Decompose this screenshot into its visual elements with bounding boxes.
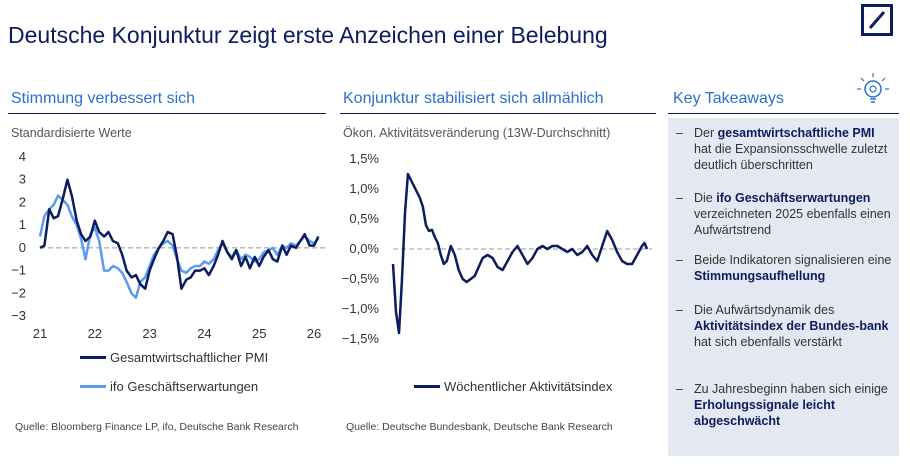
y-tick-label: 4 bbox=[19, 149, 26, 164]
y-tick-label: −2 bbox=[11, 285, 26, 300]
series-line-wöchentlicher-aktivitätsindex bbox=[391, 172, 649, 335]
takeaway-item: – Zu Jahresbeginn haben sich einige Erho… bbox=[676, 381, 894, 429]
right-chart-source: Quelle: Deutsche Bundesbank, Deutsche Ba… bbox=[346, 421, 613, 433]
takeaway-dash: – bbox=[676, 253, 683, 267]
x-tick-label: 23 bbox=[142, 326, 156, 341]
left-chart-rule bbox=[8, 113, 326, 114]
takeaway-text: hat sich ebenfalls verstärkt bbox=[694, 335, 842, 349]
takeaway-text: Der bbox=[694, 126, 718, 140]
takeaway-bold: Stimmungsaufhellung bbox=[694, 269, 826, 283]
x-tick-label: 22 bbox=[88, 326, 102, 341]
legend-item-pmi: Gesamtwirtschaftlicher PMI bbox=[80, 350, 268, 365]
key-takeaways-rule bbox=[668, 113, 899, 114]
series-line-gesamtwirtschaftlicher-pmi bbox=[39, 178, 320, 290]
takeaway-text: Die bbox=[694, 191, 717, 205]
takeaway-text: hat die Expansionsschwelle zuletzt deutl… bbox=[694, 142, 888, 172]
y-tick-label: −3 bbox=[11, 308, 26, 323]
y-tick-label: 3 bbox=[19, 172, 26, 187]
takeaway-item: – Der gesamtwirtschaftliche PMI hat die … bbox=[676, 125, 894, 173]
legend-label-activity: Wöchentlicher Aktivitätsindex bbox=[444, 379, 613, 394]
takeaway-dash: – bbox=[676, 126, 683, 140]
lightbulb-icon bbox=[857, 73, 889, 103]
right-chart-header: Konjunktur stabilisiert sich allmählich bbox=[343, 90, 604, 107]
y-tick-label: −1,0% bbox=[342, 301, 380, 316]
left-chart-subtitle: Standardisierte Werte bbox=[11, 126, 132, 140]
legend-item-activity: Wöchentlicher Aktivitätsindex bbox=[414, 379, 612, 394]
legend-swatch-pmi bbox=[80, 356, 106, 359]
takeaway-bold: Erholungssignale leicht abgeschwächt bbox=[694, 398, 835, 428]
y-tick-label: 0 bbox=[19, 240, 26, 255]
y-tick-label: 1 bbox=[19, 217, 26, 232]
takeaway-bold: ifo Geschäftserwartungen bbox=[716, 191, 871, 205]
x-tick-label: 26 bbox=[307, 326, 321, 341]
takeaway-dash: – bbox=[676, 303, 683, 317]
y-tick-label: −0,5% bbox=[342, 271, 380, 286]
right-line-chart: 1,5%1,0%0,5%0,0%−0,5%−1,0%−1,5%212223242… bbox=[342, 151, 652, 345]
takeaway-item: – Die ifo Geschäftserwartungen verzeichn… bbox=[676, 190, 894, 238]
y-tick-label: 1,0% bbox=[349, 181, 379, 196]
legend-label-pmi: Gesamtwirtschaftlicher PMI bbox=[110, 350, 269, 365]
deutsche-bank-logo bbox=[861, 4, 893, 36]
key-takeaways-panel bbox=[668, 118, 899, 456]
page-title: Deutsche Konjunktur zeigt erste Anzeiche… bbox=[8, 22, 608, 48]
left-chart-source: Quelle: Bloomberg Finance LP, ifo, Deuts… bbox=[15, 421, 299, 433]
takeaway-dash: – bbox=[676, 191, 683, 205]
x-tick-label: 25 bbox=[252, 326, 266, 341]
left-chart-header: Stimmung verbessert sich bbox=[11, 90, 196, 107]
takeaway-dash: – bbox=[676, 382, 683, 396]
key-takeaways-header: Key Takeaways bbox=[673, 90, 784, 107]
takeaway-item: – Beide Indikatoren signalisieren eine S… bbox=[676, 252, 894, 284]
legend-label-ifo: ifo Geschäftserwartungen bbox=[110, 379, 259, 394]
x-tick-label: 21 bbox=[33, 326, 47, 341]
takeaway-bold: gesamtwirtschaftliche PMI bbox=[717, 126, 875, 140]
legend-swatch-activity bbox=[414, 385, 440, 388]
takeaway-text: Die Aufwärtsdynamik des bbox=[694, 303, 835, 317]
takeaway-text: Beide Indikatoren signalisieren eine bbox=[694, 253, 892, 267]
series-line-ifo-geschäftserwartungen bbox=[38, 194, 320, 300]
takeaway-item: – Die Aufwärtsdynamik des Aktivitätsinde… bbox=[676, 302, 894, 350]
right-chart-rule bbox=[340, 113, 656, 114]
y-tick-label: −1,5% bbox=[342, 331, 380, 345]
takeaway-bold: Aktivitätsindex der Bundes-bank bbox=[694, 319, 889, 333]
takeaway-text: Zu Jahresbeginn haben sich einige bbox=[694, 382, 888, 396]
y-tick-label: 2 bbox=[19, 194, 26, 209]
y-tick-label: 1,5% bbox=[349, 151, 379, 166]
takeaway-text: verzeichneten 2025 ebenfalls einen Aufwä… bbox=[694, 207, 891, 237]
right-chart-subtitle: Ökon. Aktivitätsveränderung (13W-Durchsc… bbox=[343, 126, 611, 140]
x-tick-label: 24 bbox=[197, 326, 211, 341]
legend-swatch-ifo bbox=[80, 385, 106, 388]
legend-item-ifo: ifo Geschäftserwartungen bbox=[80, 379, 258, 394]
y-tick-label: −1 bbox=[11, 263, 26, 278]
y-tick-label: 0,5% bbox=[349, 211, 379, 226]
y-tick-label: 0,0% bbox=[349, 241, 379, 256]
